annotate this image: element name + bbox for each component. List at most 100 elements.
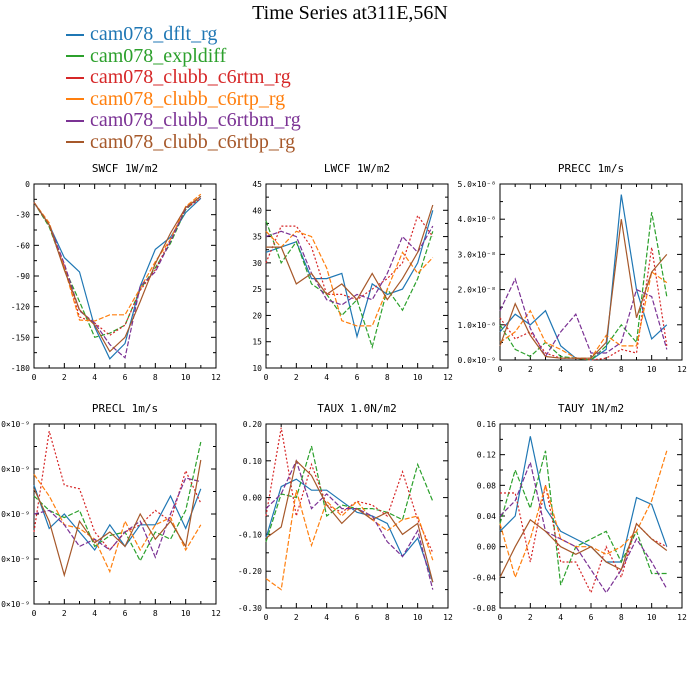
x-tick-label: 2 xyxy=(294,373,299,382)
series-line-cam078_clubb_c6rtbp_rg xyxy=(33,459,202,578)
x-tick-label: 2 xyxy=(62,609,67,618)
x-tick-label: 12 xyxy=(211,609,221,618)
x-tick-label: 0 xyxy=(498,613,503,622)
legend-label: cam078_expldiff xyxy=(90,44,227,67)
y-tick-label: -60 xyxy=(16,241,31,250)
y-tick-label: 3.0×10⁻⁸ xyxy=(457,250,496,259)
series-line-cam078_expldiff xyxy=(499,212,668,361)
y-tick-label: 25 xyxy=(252,285,262,294)
x-tick-label: 2 xyxy=(528,365,533,374)
y-tick-label: 0.10 xyxy=(243,457,262,466)
plot-frame xyxy=(33,183,217,369)
y-tick-label: 10 xyxy=(252,364,262,373)
x-tick-label: 12 xyxy=(677,365,687,374)
series-line-cam078_dflt_rg xyxy=(33,197,202,360)
series-line-cam078_dflt_rg xyxy=(265,210,434,339)
series-line-cam078_clubb_c6rtm_rg xyxy=(500,485,668,595)
y-tick-label: 5.0×10⁻⁹ xyxy=(0,420,30,429)
y-tick-label: -90 xyxy=(16,272,31,281)
y-tick-label: 4.0×10⁻⁹ xyxy=(0,465,30,474)
legend-label: cam078_clubb_c6rtbp_rg xyxy=(90,130,296,153)
legend-item: cam078_expldiff xyxy=(66,44,301,68)
legend-label: cam078_clubb_c6rtp_rg xyxy=(90,87,286,110)
legend-item: cam078_dflt_rg xyxy=(66,24,301,46)
x-tick-label: 10 xyxy=(181,609,191,618)
series-line-cam078_clubb_c6rtbm_rg xyxy=(499,460,668,594)
y-tick-label: 20 xyxy=(252,311,262,320)
series-line-cam078_clubb_c6rtbp_rg xyxy=(266,204,434,301)
series-line-cam078_clubb_c6rtbp_rg xyxy=(265,459,434,583)
legend-item: cam078_clubb_c6rtbp_rg xyxy=(66,130,301,154)
y-tick-label: -0.08 xyxy=(472,604,496,613)
y-tick-label: 0.16 xyxy=(477,420,496,429)
y-tick-label: -120 xyxy=(11,303,30,312)
x-tick-label: 8 xyxy=(619,365,624,374)
x-tick-label: 10 xyxy=(181,373,191,382)
legend-label: cam078_clubb_c6rtbm_rg xyxy=(90,109,301,132)
legend-item: cam078_clubb_c6rtbm_rg xyxy=(66,110,301,132)
legend-label: cam078_dflt_rg xyxy=(90,23,218,46)
legend-swatch xyxy=(66,33,84,36)
y-tick-label: 0.08 xyxy=(477,481,496,490)
y-tick-label: 0.20 xyxy=(243,420,262,429)
x-tick-label: 10 xyxy=(413,613,423,622)
y-tick-label: 4.0×10⁻⁸ xyxy=(457,215,496,224)
x-tick-label: 2 xyxy=(294,613,299,622)
x-tick-label: 4 xyxy=(92,609,97,618)
series-line-cam078_clubb_c6rtbm_rg xyxy=(265,225,434,306)
plot-frame xyxy=(499,183,683,361)
x-tick-label: 12 xyxy=(211,373,221,382)
y-tick-label: 2.0×10⁻⁸ xyxy=(457,286,496,295)
series-line-cam078_clubb_c6rtbm_rg xyxy=(33,195,202,359)
x-tick-label: 0 xyxy=(264,373,269,382)
x-tick-label: 10 xyxy=(647,613,657,622)
x-tick-label: 6 xyxy=(355,613,360,622)
y-tick-label: 35 xyxy=(252,233,262,242)
chart-title: TAUX 1.0N/m2 xyxy=(317,402,396,415)
chart-title: SWCF 1W/m2 xyxy=(92,162,158,175)
x-tick-label: 0 xyxy=(32,609,37,618)
chart-title: PRECC 1m/s xyxy=(558,162,624,175)
x-tick-label: 8 xyxy=(385,373,390,382)
x-tick-label: 2 xyxy=(528,613,533,622)
y-tick-label: 0.00 xyxy=(477,543,496,552)
y-tick-label: 0.0×10⁻⁹ xyxy=(0,600,30,609)
series-line-cam078_expldiff xyxy=(265,220,434,350)
legend-item: cam078_clubb_c6rtm_rg xyxy=(66,67,301,89)
series-line-cam078_clubb_c6rtbm_rg xyxy=(499,277,668,358)
x-tick-label: 6 xyxy=(589,365,594,374)
series-line-cam078_clubb_c6rtbm_rg xyxy=(33,477,201,559)
y-tick-label: -0.10 xyxy=(238,530,262,539)
legend-swatch xyxy=(66,76,84,79)
x-tick-label: 6 xyxy=(589,613,594,622)
series-line-cam078_clubb_c6rtbp_rg xyxy=(499,518,668,578)
series-line-cam078_clubb_c6rtbm_rg xyxy=(265,459,434,590)
y-tick-label: -150 xyxy=(11,333,30,342)
page-title: Time Series at311E,56N xyxy=(252,2,448,24)
legend-swatch xyxy=(66,98,84,101)
series-line-cam078_clubb_c6rtm_rg xyxy=(33,197,202,337)
x-tick-label: 10 xyxy=(647,365,657,374)
series-line-cam078_expldiff xyxy=(33,441,202,563)
y-tick-label: 40 xyxy=(252,206,262,215)
x-tick-label: 8 xyxy=(153,373,158,382)
series-line-cam078_clubb_c6rtm_rg xyxy=(265,214,434,301)
legend-label: cam078_clubb_c6rtm_rg xyxy=(90,66,291,89)
x-tick-label: 6 xyxy=(355,373,360,382)
series-line-cam078_expldiff xyxy=(499,450,667,586)
series-line-cam078_clubb_c6rtbp_rg xyxy=(499,219,668,359)
y-tick-label: 5.0×10⁻⁸ xyxy=(457,180,496,189)
y-tick-label: -180 xyxy=(11,364,30,373)
y-tick-label: 0.04 xyxy=(477,512,496,521)
y-tick-label: 1.0×10⁻⁸ xyxy=(457,321,496,330)
x-tick-label: 6 xyxy=(123,609,128,618)
series-line-cam078_expldiff xyxy=(33,195,202,339)
series-line-cam078_clubb_c6rtp_rg xyxy=(499,450,668,580)
chart-panel: TAUY 1N/m2 0 2 4 6 8 10 12 -0.08 -0.04 0.00 0.04 0.0… xyxy=(472,402,687,622)
y-tick-label: 3.0×10⁻⁹ xyxy=(0,510,30,519)
chart-title: PRECL 1m/s xyxy=(92,402,158,415)
y-tick-label: 0 xyxy=(25,180,30,189)
series-line-cam078_clubb_c6rtp_rg xyxy=(265,230,434,327)
legend-swatch xyxy=(66,119,84,122)
